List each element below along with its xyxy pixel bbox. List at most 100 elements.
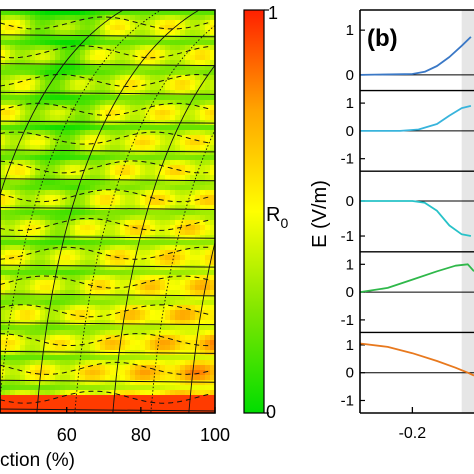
heatmap-cell bbox=[75, 110, 81, 116]
heatmap-cell bbox=[200, 270, 206, 276]
heatmap-cell bbox=[95, 315, 101, 321]
heatmap-cell bbox=[105, 370, 111, 376]
heatmap-cell bbox=[210, 405, 215, 411]
heatmap-cell bbox=[165, 15, 171, 21]
heatmap-cell bbox=[145, 40, 151, 46]
heatmap-cell bbox=[205, 70, 211, 76]
heatmap-cell bbox=[135, 55, 141, 61]
heatmap-cell bbox=[25, 260, 31, 266]
heatmap-cell bbox=[40, 305, 46, 311]
heatmap-cell bbox=[185, 370, 191, 376]
heatmap-cell bbox=[80, 230, 86, 236]
heatmap-cell bbox=[135, 355, 141, 361]
heatmap-cell bbox=[135, 405, 141, 411]
heatmap-cell bbox=[150, 295, 156, 301]
heatmap-cell bbox=[190, 335, 196, 341]
heatmap-cell bbox=[80, 210, 86, 216]
heatmap-cell bbox=[120, 25, 126, 31]
heatmap-cell bbox=[40, 345, 46, 351]
heatmap-cell bbox=[155, 215, 161, 221]
heatmap-cell bbox=[90, 60, 96, 66]
heatmap-cell bbox=[15, 300, 21, 306]
heatmap-cell bbox=[125, 300, 131, 306]
heatmap-cell bbox=[145, 160, 151, 166]
heatmap-cell bbox=[65, 60, 71, 66]
heatmap-cell bbox=[50, 315, 56, 321]
heatmap-cell bbox=[185, 85, 191, 91]
heatmap-cell bbox=[210, 300, 215, 306]
heatmap-cell bbox=[130, 15, 136, 21]
heatmap-cell bbox=[190, 75, 196, 81]
heatmap-cell bbox=[20, 180, 26, 186]
heatmap-cell bbox=[120, 90, 126, 96]
heatmap-cell bbox=[205, 365, 211, 371]
heatmap-cell bbox=[145, 95, 151, 101]
heatmap-cell bbox=[100, 400, 106, 406]
heatmap-cell bbox=[60, 235, 66, 241]
heatmap-cell bbox=[30, 100, 36, 106]
heatmap-cell bbox=[15, 200, 21, 206]
heatmap-cell bbox=[25, 95, 31, 101]
heatmap-cell bbox=[20, 255, 26, 261]
heatmap-cell bbox=[10, 265, 16, 271]
heatmap-cell bbox=[70, 160, 76, 166]
heatmap-cell bbox=[190, 95, 196, 101]
heatmap-cell bbox=[200, 160, 206, 166]
heatmap-cell bbox=[90, 210, 96, 216]
heatmap-cell bbox=[70, 230, 76, 236]
heatmap-cell bbox=[185, 75, 191, 81]
heatmap-cell bbox=[200, 330, 206, 336]
heatmap-cell bbox=[110, 80, 116, 86]
heatmap-cell bbox=[95, 225, 101, 231]
heatmap-cell bbox=[70, 175, 76, 181]
heatmap-cell bbox=[125, 240, 131, 246]
heatmap-cell bbox=[25, 375, 31, 381]
heatmap-cell bbox=[20, 145, 26, 151]
heatmap-cell bbox=[210, 30, 215, 36]
heatmap-cell bbox=[75, 25, 81, 31]
heatmap-cell bbox=[150, 285, 156, 291]
heatmap-cell bbox=[45, 220, 51, 226]
heatmap-cell bbox=[75, 260, 81, 266]
heatmap-cell bbox=[5, 190, 11, 196]
heatmap-cell bbox=[50, 395, 56, 401]
heatmap-cell bbox=[85, 20, 91, 26]
heatmap-cell bbox=[80, 155, 86, 161]
heatmap-cell bbox=[150, 250, 156, 256]
heatmap-cell bbox=[160, 300, 166, 306]
heatmap-cell bbox=[120, 250, 126, 256]
heatmap-cell bbox=[160, 15, 166, 21]
heatmap-cell bbox=[175, 110, 181, 116]
heatmap-cell bbox=[75, 85, 81, 91]
heatmap-cell bbox=[200, 410, 206, 413]
heatmap-cell bbox=[180, 280, 186, 286]
heatmap-cell bbox=[145, 200, 151, 206]
heatmap-cell bbox=[30, 400, 36, 406]
heatmap-cell bbox=[160, 155, 166, 161]
heatmap-cell bbox=[190, 180, 196, 186]
heatmap-cell bbox=[105, 340, 111, 346]
heatmap-cell bbox=[145, 100, 151, 106]
heatmap-cell bbox=[5, 280, 11, 286]
heatmap-cell bbox=[80, 250, 86, 256]
heatmap-cell bbox=[210, 315, 215, 321]
heatmap-cell bbox=[145, 180, 151, 186]
heatmap-cell bbox=[205, 80, 211, 86]
heatmap-cell bbox=[30, 280, 36, 286]
heatmap-cell bbox=[150, 200, 156, 206]
heatmap-cell bbox=[185, 405, 191, 411]
heatmap-cell bbox=[140, 245, 146, 251]
heatmap-cell bbox=[180, 100, 186, 106]
heatmap-cell bbox=[35, 345, 41, 351]
heatmap-cell bbox=[70, 120, 76, 126]
heatmap-cell bbox=[0, 45, 6, 51]
heatmap-cell bbox=[25, 40, 31, 46]
heatmap-cell bbox=[70, 265, 76, 271]
heatmap-cell bbox=[130, 265, 136, 271]
heatmap-cell bbox=[125, 320, 131, 326]
heatmap-cell bbox=[125, 405, 131, 411]
heatmap-cell bbox=[130, 390, 136, 396]
panel-b-x-tick-label: -0.2 bbox=[399, 425, 427, 442]
